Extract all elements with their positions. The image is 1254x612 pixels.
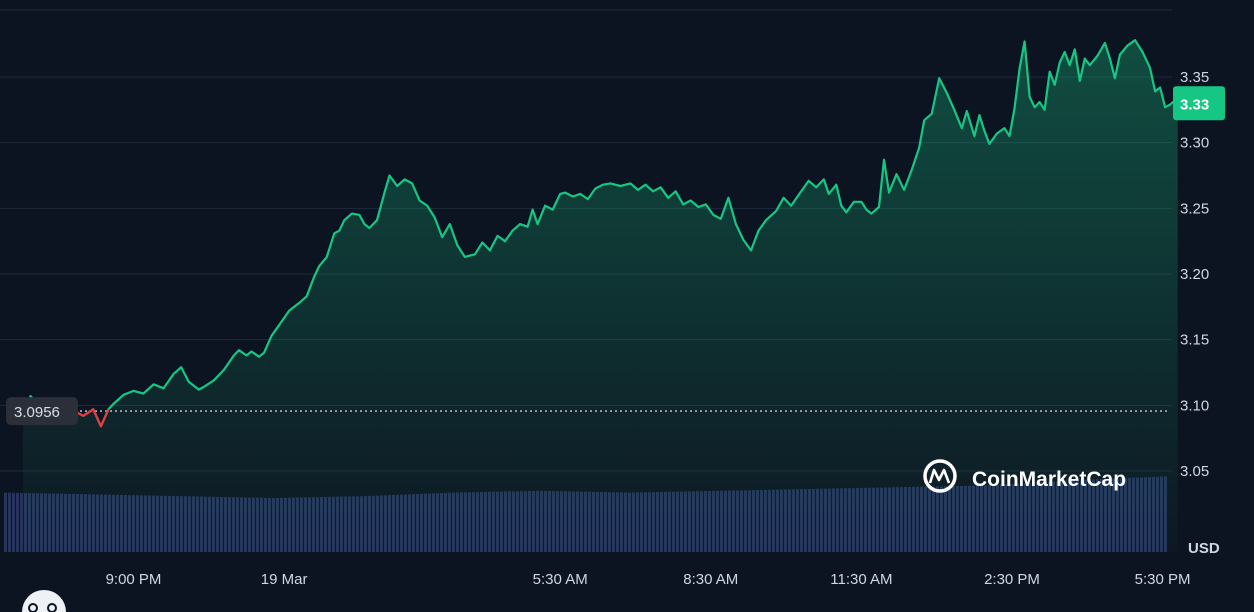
current-price-label: 3.33 xyxy=(1180,96,1209,113)
reference-price-badge: 3.0956 xyxy=(6,397,78,426)
current-price-badge: 3.33 xyxy=(1173,86,1225,121)
y-tick-label: 3.35 xyxy=(1180,69,1209,86)
y-tick-label: 3.30 xyxy=(1180,135,1209,152)
y-tick-label: 3.25 xyxy=(1180,200,1209,217)
volume-bar xyxy=(20,492,23,552)
volume-bar xyxy=(16,492,19,552)
x-tick-label: 5:30 PM xyxy=(1135,571,1191,588)
brand-name: CoinMarketCap xyxy=(972,468,1126,491)
volume-bar xyxy=(12,492,15,552)
volume-bar xyxy=(8,492,11,552)
x-axis-ticks: 9:00 PM 19 Mar 5:30 AM 8:30 AM 11:30 AM 2:30 … xyxy=(106,571,1191,588)
x-tick-label: 19 Mar xyxy=(261,571,308,588)
price-line-series xyxy=(22,39,1179,428)
y-tick-label: 3.10 xyxy=(1180,397,1209,414)
reference-price-label: 3.0956 xyxy=(14,404,60,421)
price-line-below-reference xyxy=(72,408,110,428)
coinmarketcap-watermark: CoinMarketCap xyxy=(923,459,1126,493)
x-tick-label: 11:30 AM xyxy=(830,571,892,588)
currency-label: USD xyxy=(1188,540,1220,557)
x-tick-label: 2:30 PM xyxy=(984,571,1040,588)
volume-bar xyxy=(4,492,7,552)
y-axis-ticks: 3.35 3.30 3.25 3.20 3.15 3.10 3.05 xyxy=(1180,69,1209,480)
price-area-fill xyxy=(23,40,1178,552)
zoom-control-icon[interactable] xyxy=(22,590,66,612)
y-tick-label: 3.20 xyxy=(1180,266,1209,283)
coinmarketcap-logo-icon xyxy=(923,459,957,493)
x-tick-label: 8:30 AM xyxy=(683,571,738,588)
y-tick-label: 3.15 xyxy=(1180,332,1209,349)
x-tick-label: 9:00 PM xyxy=(106,571,162,588)
y-tick-label: 3.05 xyxy=(1180,463,1209,480)
x-tick-label: 5:30 AM xyxy=(533,571,588,588)
